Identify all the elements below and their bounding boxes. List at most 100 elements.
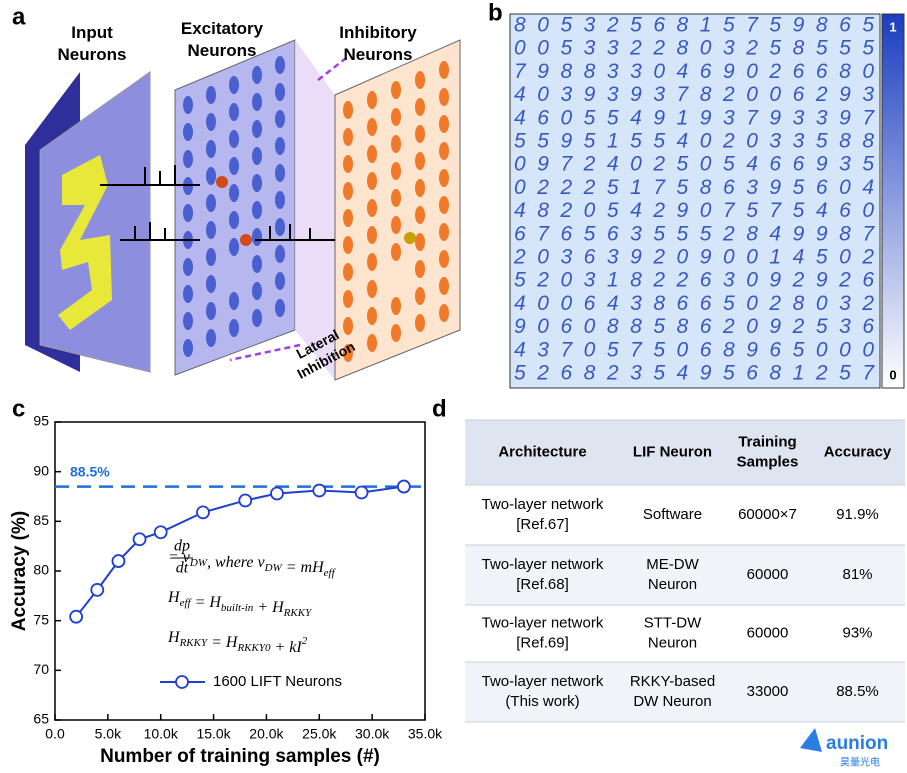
- inhibitory-neuron: [367, 172, 377, 190]
- data-point: [132, 532, 147, 547]
- active-neuron: [240, 234, 252, 246]
- inhibitory-neuron: [391, 108, 401, 126]
- y-axis-title: Accuracy (%): [9, 511, 30, 631]
- excitatory-neuron: [183, 312, 193, 330]
- table-cell-line: [Ref.69]: [516, 634, 569, 651]
- inhibitory-neuron: [367, 145, 377, 163]
- input-face: [39, 71, 151, 373]
- equation-frac: dp: [174, 538, 190, 555]
- input-label: Input Neurons: [58, 23, 127, 64]
- table-cell-line: 60000: [747, 566, 789, 583]
- digit-grid-bg: [509, 13, 881, 389]
- equation-sub: DW: [189, 557, 208, 569]
- excitatory-neuron: [252, 93, 262, 111]
- table-header-line: Accuracy: [824, 443, 892, 460]
- inhibitory-neuron: [391, 216, 401, 234]
- excitatory-neuron: [275, 245, 285, 263]
- equation-text: = v: [168, 549, 191, 566]
- excitatory-neuron: [252, 174, 262, 192]
- colorbar: [881, 13, 905, 389]
- table-cell-line: [Ref.67]: [516, 516, 569, 533]
- equation-sub: RKKY: [283, 607, 313, 619]
- table-cell: RKKY-based DW Neuron: [630, 673, 715, 710]
- table-cell-line: 91.9%: [836, 506, 879, 523]
- excitatory-neuron: [206, 86, 216, 104]
- data-point: [69, 609, 84, 624]
- inhibitory-neuron: [343, 344, 353, 362]
- data-point: [312, 483, 327, 498]
- inhibitory-neuron: [343, 128, 353, 146]
- table-cell: Two-layer network [Ref.69]: [482, 614, 604, 651]
- inhibitory-neuron: [343, 290, 353, 308]
- inhibitory-neuron: [343, 317, 353, 335]
- panel-label: d: [432, 395, 447, 422]
- data-point: [111, 554, 126, 568]
- table-header-line: LIF Neuron: [633, 443, 712, 460]
- equation-text: = H: [191, 594, 223, 611]
- inhibitory-neuron: [343, 101, 353, 119]
- x-axis-title: Number of training samples (#): [100, 746, 380, 767]
- excitatory-neuron: [206, 248, 216, 266]
- inhibitory-label-line: Inhibitory: [339, 23, 417, 42]
- table-cell-line: DW Neuron: [633, 693, 711, 710]
- x-tick-label: 30.0k: [355, 726, 390, 742]
- watermark-logo: [800, 728, 822, 752]
- table-cell-line: Software: [643, 506, 702, 523]
- excitatory-neuron: [229, 130, 239, 148]
- equation-text: + kI: [270, 639, 302, 656]
- excitatory-neuron: [183, 285, 193, 303]
- inhibitory-neuron: [415, 125, 425, 143]
- excitatory-neuron: [183, 339, 193, 357]
- inhibitory-neuron: [343, 209, 353, 227]
- excitatory-neuron: [206, 113, 216, 131]
- equation-sub: RKKY0: [236, 642, 271, 654]
- input-label-line: Input: [71, 23, 113, 42]
- excitatory-neuron: [229, 184, 239, 202]
- excitatory-neuron: [206, 221, 216, 239]
- equation-text: H: [167, 629, 181, 646]
- equation-text: + H: [253, 599, 285, 616]
- x-tick-label: 5.0k: [95, 726, 122, 742]
- x-tick-label: 25.0k: [302, 726, 337, 742]
- inhibitory-neuron: [415, 98, 425, 116]
- inhibitory-neuron: [343, 236, 353, 254]
- excitatory-neuron: [229, 103, 239, 121]
- table-cell: Two-layer network [Ref.67]: [482, 496, 604, 533]
- equation-sub: built-in: [221, 602, 254, 614]
- table-header-bg: [465, 420, 905, 485]
- watermark-subtitle: 昊量光电: [840, 756, 880, 769]
- table-cell-line: ME-DW: [646, 556, 699, 573]
- excitatory-neuron: [183, 96, 193, 114]
- inhibitory-neuron: [439, 196, 449, 214]
- excitatory-neuron: [206, 275, 216, 293]
- equation-sub: RKKY: [179, 637, 209, 649]
- excitatory-neuron: [252, 120, 262, 138]
- input-digit: [58, 155, 112, 330]
- data-point: [196, 505, 210, 520]
- inhibitory-neuron: [439, 115, 449, 133]
- inhibitory-neuron: [439, 142, 449, 160]
- table-cell: 81%: [842, 566, 872, 583]
- table-cell-line: Neuron: [648, 634, 697, 651]
- inhibitory-neuron: [367, 280, 377, 298]
- x-tick-label: 20.0k: [249, 726, 284, 742]
- input-label-line: Neurons: [58, 45, 127, 64]
- table-header-line: Samples: [737, 453, 799, 470]
- excitatory-neuron: [275, 218, 285, 236]
- inhibitory-neuron: [343, 263, 353, 281]
- data-point: [238, 493, 253, 508]
- inhibitory-neuron: [367, 118, 377, 136]
- table-header: LIF Neuron: [633, 443, 712, 460]
- equation-frac: dt: [176, 560, 189, 577]
- table-cell-line: Two-layer network: [482, 556, 604, 573]
- y-tick-label: 95: [33, 413, 49, 429]
- inhibitory-neuron: [367, 199, 377, 217]
- inhibitory-neuron: [391, 135, 401, 153]
- inhibitory-neuron: [415, 260, 425, 278]
- connection-plane: [295, 40, 335, 380]
- table-header-line: Training: [738, 433, 796, 450]
- equation-text: = mH: [282, 559, 325, 576]
- table-header: Accuracy: [824, 443, 892, 460]
- equation-text: H: [167, 589, 181, 606]
- x-tick-label: 15.0k: [196, 726, 231, 742]
